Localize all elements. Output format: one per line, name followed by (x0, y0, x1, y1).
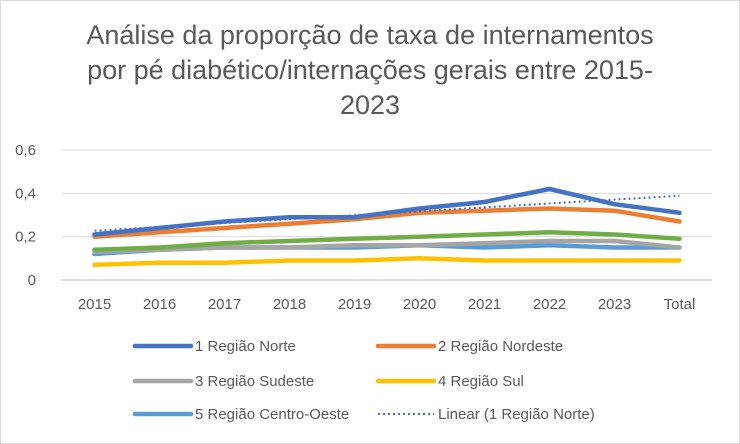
series-line-2-regi-o-nordeste (92, 206, 682, 239)
x-tick-label: 2019 (338, 296, 371, 313)
chart-title-line-3: 2023 (339, 90, 401, 120)
legend-label: 4 Região Sul (438, 373, 524, 390)
x-tick-label: 2022 (533, 296, 566, 313)
legend-label: 2 Região Nordeste (438, 338, 563, 355)
legend-label: 1 Região Norte (195, 338, 296, 355)
x-tick-label: 2017 (208, 296, 241, 313)
chart-title-line-1: Análise da proporção de taxa de internam… (86, 20, 654, 50)
x-tick-label: 2023 (598, 296, 631, 313)
y-tick-labels: 0 0,2 0,4 0,6 (15, 142, 36, 289)
x-tick-label: 2021 (468, 296, 501, 313)
y-tick-label: 0 (28, 272, 36, 289)
x-tick-label: Total (664, 296, 696, 313)
legend-label: 3 Região Sudeste (195, 373, 314, 390)
chart-title-line-2: por pé diabético/internações gerais entr… (87, 55, 653, 85)
x-tick-labels: 2015 2016 2017 2018 2019 2020 2021 2022 2023 Tota… (78, 296, 696, 313)
chart-title: Análise da proporção de taxa de internam… (0, 18, 740, 123)
x-tick-label: 2016 (143, 296, 176, 313)
legend-label: 5 Região Centro-Oeste (195, 406, 349, 423)
y-tick-label: 0,6 (15, 142, 36, 159)
x-tick-label: 2015 (78, 296, 111, 313)
series-line-3-regi-o-sudeste (92, 238, 682, 255)
x-tick-label: 2018 (273, 296, 306, 313)
y-tick-label: 0,2 (15, 229, 36, 246)
series-line-1-regi-o-norte (92, 186, 682, 237)
series-lines (92, 186, 682, 268)
y-tick-label: 0,4 (15, 185, 36, 202)
x-tick-label: 2020 (403, 296, 436, 313)
legend: 1 Região Norte 2 Região Nordeste 3 Região … (132, 338, 595, 423)
legend-label: Linear (1 Região Norte) (438, 406, 595, 423)
series-line-4-regi-o-sul (92, 256, 682, 268)
series-line-series-6 (92, 230, 682, 252)
